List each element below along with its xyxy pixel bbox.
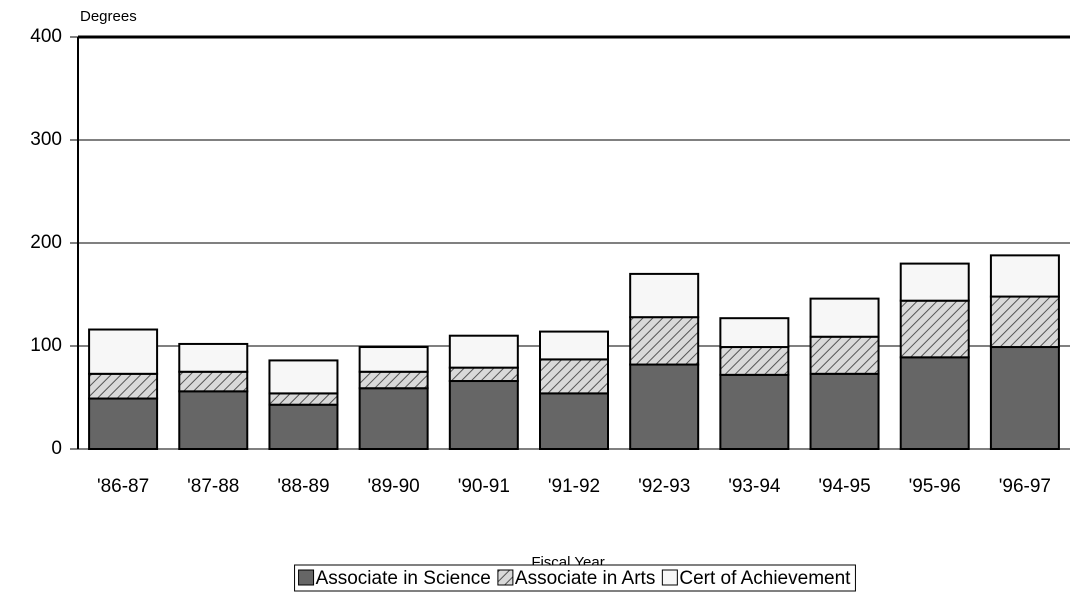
y-tick-label: 100 — [30, 335, 62, 356]
x-tick-label: '86-87 — [97, 476, 149, 497]
bar-segment — [268, 392, 339, 406]
y-axis-title: Degrees — [80, 8, 137, 25]
x-tick-label: '91-92 — [548, 476, 600, 497]
bar-segment — [448, 380, 519, 450]
bar-segment — [448, 334, 519, 369]
y-tick-label: 0 — [51, 438, 62, 459]
x-tick-label: '94-95 — [818, 476, 870, 497]
bar-segment — [899, 356, 970, 450]
legend-label: Cert of Achievement — [679, 568, 851, 589]
bar-segment — [629, 272, 700, 319]
legend-label: Associate in Arts — [515, 568, 655, 589]
y-tick-label: 200 — [30, 232, 62, 253]
bar-segment — [539, 330, 609, 361]
x-tick-label: '95-96 — [909, 476, 961, 497]
bar-segment — [989, 295, 1060, 349]
bar-segment — [809, 335, 880, 375]
y-tick-label: 300 — [30, 129, 62, 150]
legend-box — [294, 564, 856, 592]
bar-segment — [809, 372, 880, 450]
bar-segment — [88, 328, 159, 375]
bar-segment — [539, 358, 609, 395]
x-tick-label: '89-90 — [368, 476, 420, 497]
bar-segment — [539, 392, 609, 451]
bar-segment — [88, 372, 159, 400]
bar-segment — [358, 370, 429, 390]
bar-segment — [448, 366, 519, 383]
bar-segment — [268, 403, 339, 450]
bar-segment — [178, 370, 249, 393]
bar-segment — [178, 390, 249, 451]
bar-segment — [899, 299, 970, 359]
x-tick-label: '96-97 — [999, 476, 1051, 497]
bar-segment — [809, 297, 880, 338]
bar-segment — [629, 316, 700, 366]
y-tick-label: 400 — [30, 26, 62, 47]
bar-segment — [358, 346, 429, 373]
bar-segment — [719, 317, 790, 349]
bar-segment — [899, 262, 970, 302]
x-tick-label: '87-88 — [187, 476, 239, 497]
x-tick-label: '88-89 — [277, 476, 329, 497]
bar-segment — [989, 254, 1060, 298]
bar-segment — [268, 359, 339, 395]
x-tick-label: '92-93 — [638, 476, 690, 497]
bar-segment — [358, 387, 429, 451]
bar-segment — [178, 342, 249, 373]
legend-label: Associate in Science — [316, 568, 491, 589]
bar-segment — [629, 363, 700, 451]
legend-swatch — [298, 569, 315, 586]
legend-swatch — [661, 569, 678, 586]
x-tick-label: '93-94 — [728, 476, 781, 497]
bar-segment — [989, 346, 1060, 450]
bar-segment — [719, 373, 790, 450]
bar-segment — [719, 346, 790, 376]
legend-swatch — [497, 569, 514, 586]
x-tick-label: '90-91 — [458, 476, 510, 497]
bar-segment — [88, 397, 159, 450]
